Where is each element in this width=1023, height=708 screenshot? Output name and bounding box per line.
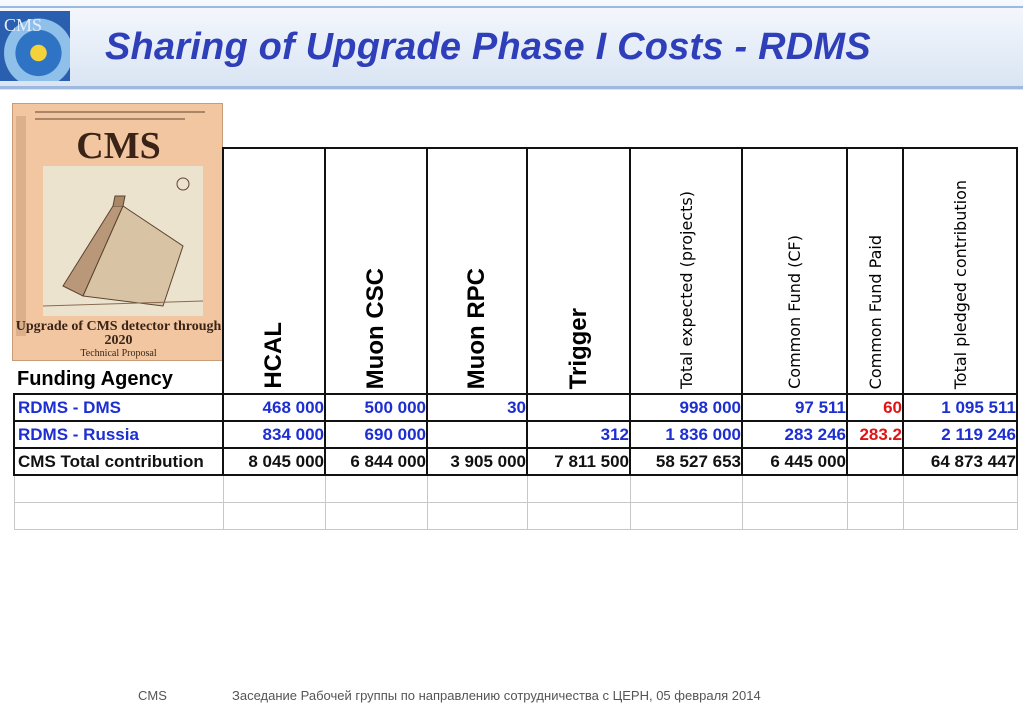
table-cell: 6 445 000 <box>741 447 848 476</box>
empty-cell <box>426 501 528 530</box>
table-cell: 7 811 500 <box>526 447 631 476</box>
col-label: Muon RPC <box>463 267 490 389</box>
empty-cell <box>902 501 1018 530</box>
table-cell: 2 119 246 <box>902 420 1018 449</box>
col-label: Trigger <box>564 307 592 389</box>
cover-illustration <box>42 166 204 316</box>
slide-title: Sharing of Upgrade Phase I Costs - RDMS <box>105 26 871 68</box>
empty-cell <box>629 474 743 503</box>
col-label: HCAL <box>260 322 287 389</box>
cost-sharing-table: Funding Agency HCAL Muon CSC Muon RPC Tr… <box>13 147 1018 530</box>
empty-cell <box>741 501 848 530</box>
table-cell: 1 095 511 <box>902 393 1018 422</box>
table-cell: 60 <box>846 393 904 422</box>
cover-subcaption: Technical Proposal <box>80 348 157 359</box>
col-header-common-fund: Common Fund (CF) <box>741 147 848 394</box>
table-cell: 64 873 447 <box>902 447 1018 476</box>
table-cell: 500 000 <box>324 393 428 422</box>
cms-tdr-cover-image: CMS Upgrade of CMS detector through 2020… <box>12 103 223 361</box>
cover-title: CMS <box>76 125 161 167</box>
table-cell: 58 527 653 <box>629 447 743 476</box>
table-cell: 3 905 000 <box>426 447 528 476</box>
col-header-common-fund-paid: Common Fund Paid <box>846 147 904 394</box>
empty-cell <box>846 501 904 530</box>
row-name: RDMS - DMS <box>13 393 224 422</box>
empty-cell <box>222 474 326 503</box>
col-label: Total expected (projects) <box>676 191 696 389</box>
col-header-total-pledged: Total pledged contribution <box>902 147 1018 394</box>
empty-cell <box>741 474 848 503</box>
empty-cell <box>13 474 224 503</box>
footer-center: Заседание Рабочей группы по направлению … <box>232 688 761 703</box>
agency-header: Funding Agency <box>17 368 173 390</box>
empty-row <box>13 474 1018 503</box>
table-header-row: Funding Agency HCAL Muon CSC Muon RPC Tr… <box>14 147 1018 394</box>
col-label: Total pledged contribution <box>950 179 970 389</box>
table-cell: 30 <box>426 393 528 422</box>
col-label: Common Fund Paid <box>865 234 885 389</box>
table-cell: 1 836 000 <box>629 420 743 449</box>
col-label: Common Fund (CF) <box>785 235 804 389</box>
empty-cell <box>629 501 743 530</box>
col-header-trigger: Trigger <box>526 147 631 394</box>
agency-header-cell: Funding Agency <box>14 148 223 394</box>
empty-cell <box>526 474 631 503</box>
empty-row <box>13 501 1018 530</box>
cover-header-line <box>35 111 205 113</box>
table-row-rdms-dms: RDMS - DMS 468 000 500 000 30 998 000 97… <box>13 393 1018 422</box>
cover-caption: Upgrade of CMS detector through 2020 <box>15 319 222 348</box>
cover-spine <box>16 116 26 336</box>
col-header-muon-csc: Muon CSC <box>324 147 428 394</box>
detector-sketch-icon <box>42 177 204 307</box>
table-row-cms-total: CMS Total contribution 8 045 000 6 844 0… <box>13 447 1018 476</box>
table-cell <box>426 420 528 449</box>
empty-cell <box>324 474 428 503</box>
table-cell <box>846 447 904 476</box>
table-cell: 468 000 <box>222 393 326 422</box>
footer-left: CMS <box>138 688 167 703</box>
table-cell: 998 000 <box>629 393 743 422</box>
table-cell: 283 246 <box>741 420 848 449</box>
cover-header-line <box>35 118 185 120</box>
table-cell: 283.2 <box>846 420 904 449</box>
header-bottom-line <box>0 86 1023 89</box>
table-cell: 97 511 <box>741 393 848 422</box>
header-top-line <box>0 6 1023 8</box>
empty-cell <box>324 501 428 530</box>
table-cell: 6 844 000 <box>324 447 428 476</box>
table-cell <box>526 393 631 422</box>
empty-cell <box>426 474 528 503</box>
table-cell: 312 <box>526 420 631 449</box>
col-header-muon-rpc: Muon RPC <box>426 147 528 394</box>
col-header-hcal: HCAL <box>222 147 326 394</box>
table-cell: 834 000 <box>222 420 326 449</box>
row-name: CMS Total contribution <box>13 447 224 476</box>
table-cell: 8 045 000 <box>222 447 326 476</box>
empty-cell <box>526 501 631 530</box>
logo-text: CMS <box>4 15 43 35</box>
slide-header: CMS Sharing of Upgrade Phase I Costs - R… <box>0 0 1023 90</box>
empty-cell <box>902 474 1018 503</box>
empty-cell <box>846 474 904 503</box>
empty-cell <box>13 501 224 530</box>
col-label: Muon CSC <box>362 267 389 389</box>
table-row-rdms-russia: RDMS - Russia 834 000 690 000 312 1 836 … <box>13 420 1018 449</box>
col-header-total-expected: Total expected (projects) <box>629 147 743 394</box>
cms-logo: CMS <box>0 11 70 81</box>
empty-cell <box>222 501 326 530</box>
table-cell: 690 000 <box>324 420 428 449</box>
row-name: RDMS - Russia <box>13 420 224 449</box>
